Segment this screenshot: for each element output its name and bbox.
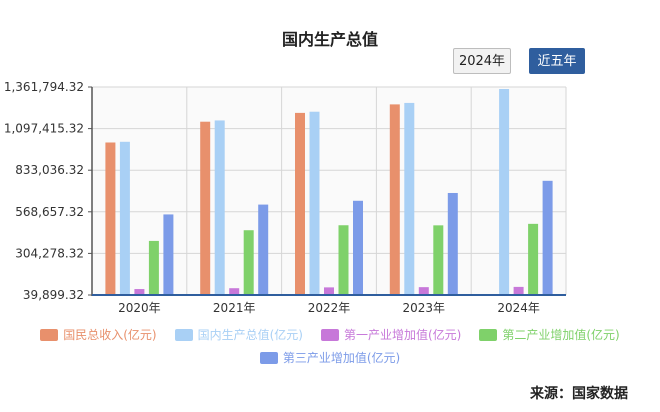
bar — [389, 104, 400, 295]
bar — [309, 111, 320, 295]
bar — [258, 204, 269, 295]
bar — [542, 180, 553, 295]
legend-label: 国民总收入(亿元) — [63, 328, 157, 342]
chart-title: 国内生产总值 — [281, 30, 378, 49]
bar — [243, 230, 254, 295]
bar — [499, 88, 510, 295]
legend-swatch — [479, 328, 498, 341]
bar — [105, 142, 116, 295]
bar — [214, 120, 225, 295]
bar — [229, 288, 240, 295]
y-tick-label: 568,657.32 — [15, 205, 84, 219]
legend-item[interactable]: 第三产业增加值(亿元) — [259, 349, 401, 366]
x-tick-label: 2022年 — [308, 301, 351, 315]
bar — [418, 287, 429, 295]
bar — [200, 121, 211, 295]
legend-label: 第二产业增加值(亿元) — [502, 328, 620, 342]
legend-row-1: 国民总收入(亿元) 国内生产总值(亿元) 第一产业增加值(亿元) 第二产业增加值(亿元… — [0, 326, 660, 343]
legend-label: 国内生产总值(亿元) — [197, 328, 303, 342]
bar — [353, 200, 363, 295]
plot-background — [92, 87, 566, 295]
bar — [447, 192, 458, 295]
five-years-button[interactable]: 近五年 — [529, 48, 585, 74]
x-tick-label: 2020年 — [118, 301, 161, 315]
legend-item[interactable]: 第一产业增加值(亿元) — [321, 326, 461, 343]
bar — [433, 225, 444, 295]
bar — [338, 225, 349, 295]
bar — [324, 287, 334, 295]
bar — [295, 112, 305, 296]
x-tick-label: 2024年 — [497, 301, 540, 315]
y-tick-label: 1,097,415.32 — [4, 122, 84, 136]
bar — [404, 102, 415, 295]
y-tick-label: 304,278.32 — [15, 246, 84, 260]
legend-label: 第一产业增加值(亿元) — [344, 328, 462, 342]
legend-swatch — [40, 328, 59, 341]
x-tick-label: 2023年 — [403, 301, 446, 315]
legend-swatch — [174, 328, 193, 341]
bar — [134, 289, 145, 295]
legend-row-2: 第三产业增加值(亿元) — [0, 349, 660, 366]
source-label: 来源：国家数据 — [530, 386, 628, 402]
bar — [513, 286, 524, 295]
legend-label: 第三产业增加值(亿元) — [282, 351, 401, 365]
bar — [119, 141, 130, 295]
bar — [148, 240, 159, 295]
y-tick-label: 833,036.32 — [15, 163, 84, 177]
y-tick-label: 1,361,794.32 — [4, 80, 84, 94]
legend-swatch — [259, 351, 278, 364]
legend-item[interactable]: 国内生产总值(亿元) — [174, 326, 303, 343]
bar — [528, 223, 539, 295]
bar — [163, 214, 174, 295]
y-tick-label: 39,899.32 — [23, 288, 84, 302]
legend-swatch — [321, 328, 339, 341]
x-tick-label: 2021年 — [213, 301, 256, 315]
year-2024-button[interactable]: 2024年 — [453, 48, 511, 74]
legend-item[interactable]: 国民总收入(亿元) — [40, 326, 157, 343]
legend-item[interactable]: 第二产业增加值(亿元) — [479, 326, 620, 343]
